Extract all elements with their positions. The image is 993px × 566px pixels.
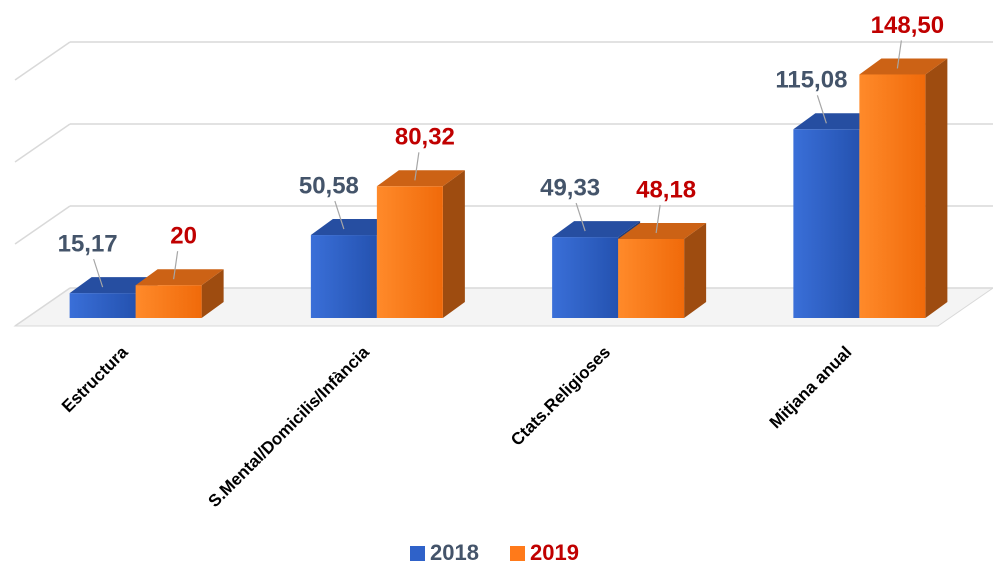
value-label: 49,33	[540, 174, 600, 201]
legend-label: 2019	[530, 540, 579, 565]
bar	[135, 269, 224, 318]
bar-top	[135, 269, 224, 286]
leader-line	[655, 204, 661, 234]
bar-front	[793, 129, 860, 318]
bar-top	[376, 170, 465, 187]
leader-line	[93, 258, 104, 288]
value-label: 15,17	[58, 230, 118, 257]
x-tick-label: Ctats.Religioses	[507, 343, 614, 450]
value-label: 148,50	[871, 12, 944, 39]
legend-label: 2018	[430, 540, 479, 565]
bar	[859, 58, 948, 319]
grid-line	[14, 287, 71, 327]
bar-front	[69, 293, 136, 318]
bar-side	[201, 269, 224, 318]
grid-line	[14, 41, 71, 81]
leader-line	[414, 152, 420, 181]
value-label: 48,18	[636, 176, 696, 203]
bar-top	[552, 221, 641, 238]
leader-line	[173, 251, 179, 280]
grid-line	[14, 205, 71, 245]
x-tick-label: Mitjana anual	[766, 343, 856, 433]
leader-line	[575, 202, 586, 232]
legend-swatch	[410, 546, 425, 561]
bar-front	[376, 186, 443, 318]
value-label: 115,08	[775, 67, 847, 94]
value-label: 80,32	[395, 124, 455, 151]
value-label: 20	[170, 223, 197, 250]
bar-side	[442, 170, 465, 318]
leader-line	[816, 95, 827, 124]
bar-side	[925, 58, 948, 319]
bar-front	[618, 238, 685, 318]
bar-top	[618, 222, 707, 239]
bar-front	[135, 285, 202, 318]
leader-line	[334, 200, 345, 230]
x-tick-label: S.Mental/Domicilis/Infància	[204, 342, 373, 511]
bar-top	[859, 58, 948, 75]
value-label: 50,58	[299, 172, 359, 199]
bar-front	[310, 235, 377, 318]
bar-front	[552, 237, 619, 318]
legend-swatch	[510, 546, 525, 561]
bar	[618, 222, 707, 318]
bar	[376, 170, 465, 318]
bar-side	[684, 222, 707, 318]
grid-line	[14, 123, 71, 163]
leader-line	[896, 40, 902, 69]
x-tick-label: Estructura	[58, 342, 132, 416]
bar-front	[859, 74, 926, 319]
